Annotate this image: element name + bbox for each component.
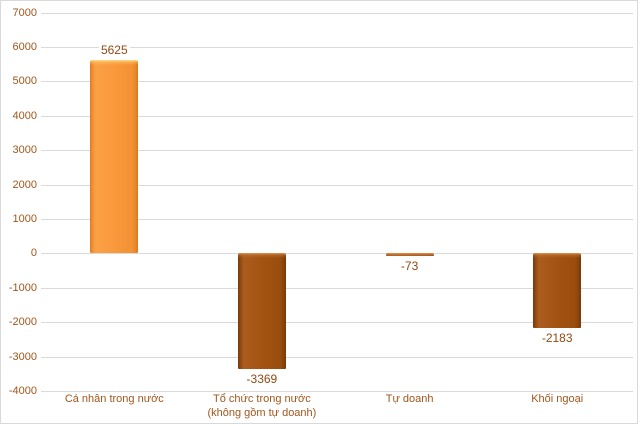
category-label: Tổ chức trong nước (không gồm tự doanh) xyxy=(207,393,317,419)
gridline xyxy=(41,46,633,48)
y-tick-label: 7000 xyxy=(12,6,37,19)
y-tick-label: 5000 xyxy=(12,75,37,88)
gridline xyxy=(41,287,633,289)
bar-1 xyxy=(90,59,139,254)
data-label-text: -73 xyxy=(398,258,421,273)
bar-2 xyxy=(237,253,286,370)
y-tick-label: 2000 xyxy=(12,178,37,191)
data-label-text: 5625 xyxy=(98,42,130,57)
y-tick-label: 0 xyxy=(30,247,37,260)
category-label: Tự doanh xyxy=(385,393,434,405)
y-tick-label: 4000 xyxy=(12,109,37,122)
y-tick-label: 1000 xyxy=(12,213,37,225)
gridline xyxy=(41,391,633,392)
category-label: Cá nhân trong nước xyxy=(64,393,164,405)
data-label-text: -2183 xyxy=(539,331,575,345)
gridline xyxy=(41,115,633,117)
gridline xyxy=(41,81,633,83)
y-tick-label: -2000 xyxy=(8,316,37,329)
bar-3 xyxy=(385,253,434,257)
bar-4 xyxy=(533,253,582,329)
data-label: -2183 xyxy=(512,331,602,346)
y-tick-label: 6000 xyxy=(12,40,37,53)
data-label-text: -3369 xyxy=(244,371,280,386)
gridline xyxy=(41,322,633,324)
data-label: -73 xyxy=(365,258,455,274)
gridline xyxy=(41,219,633,220)
y-tick-label: -3000 xyxy=(8,350,37,363)
gridline xyxy=(41,12,633,14)
gridline xyxy=(41,184,633,186)
category-label: Khối ngoại xyxy=(531,393,584,405)
gridline xyxy=(41,150,633,152)
gridline xyxy=(41,253,633,255)
data-label: -3369 xyxy=(217,371,307,387)
y-tick-label: -1000 xyxy=(8,281,37,294)
gridline xyxy=(41,356,633,358)
y-tick-label: 3000 xyxy=(12,144,37,157)
y-tick-label: -4000 xyxy=(8,385,37,397)
data-label: 5625 xyxy=(69,42,159,58)
